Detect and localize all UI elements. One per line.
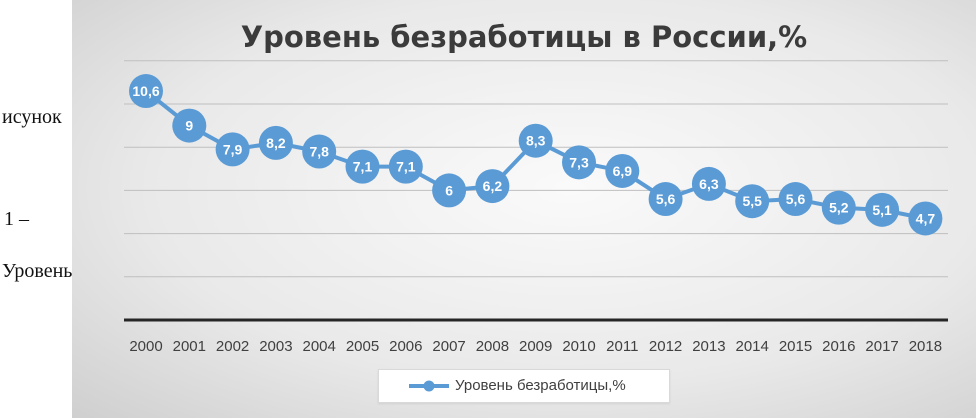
x-tick-label: 2015: [779, 338, 812, 355]
x-tick-label: 2002: [216, 338, 249, 355]
data-label: 7,1: [396, 159, 416, 175]
data-point: [172, 108, 207, 143]
x-tick-label: 2009: [519, 338, 552, 355]
data-label: 7,9: [223, 141, 243, 157]
data-label: 5,2: [829, 200, 849, 216]
x-tick-label: 2013: [692, 338, 725, 355]
chart-panel: Уровень безработицы в России,% 2000 2001 2…: [72, 0, 976, 418]
data-point: [821, 190, 856, 225]
data-point: [388, 149, 423, 184]
x-tick-label: 2012: [649, 338, 682, 355]
x-tick-label: 2016: [822, 338, 855, 355]
data-label: 6,9: [613, 163, 633, 179]
side-text-line-1: исунок: [2, 106, 62, 128]
data-label: 9: [185, 118, 193, 134]
legend-label: Уровень безработицы,%: [455, 377, 626, 394]
side-text-line-2: 1 –: [4, 208, 29, 230]
data-label: 5,6: [786, 191, 806, 207]
data-point: [129, 74, 163, 109]
data-label: 7,8: [309, 144, 329, 160]
chart-title: Уровень безработицы в России,%: [240, 20, 808, 54]
data-point: [432, 173, 467, 208]
data-point: [908, 201, 943, 236]
x-tick-label: 2004: [303, 338, 336, 355]
data-label: 5,1: [872, 202, 892, 218]
data-label: 5,6: [656, 191, 676, 207]
data-label: 6,3: [699, 176, 719, 192]
chart-plot: 2000 2001 2002 2003 2004 2005 2006 2007 2008 2009…: [124, 60, 948, 355]
data-label: 7,1: [353, 159, 373, 175]
data-point: [258, 125, 293, 160]
data-point: [865, 192, 900, 227]
x-tick-label: 2011: [606, 338, 638, 355]
data-point: [562, 145, 596, 180]
data-point: [302, 134, 337, 169]
data-label: 8,2: [266, 135, 286, 151]
data-label: 5,5: [742, 193, 762, 209]
data-point: [605, 153, 640, 188]
data-label: 8,3: [526, 133, 546, 149]
x-tick-label: 2005: [346, 338, 379, 355]
data-point: [648, 182, 683, 217]
x-tick-label: 2008: [476, 338, 509, 355]
x-tick-label: 2014: [736, 338, 769, 355]
legend-marker-icon: [409, 380, 449, 392]
data-point: [518, 123, 553, 158]
data-point: [215, 132, 250, 167]
x-tick-label: 2017: [865, 338, 898, 355]
data-label: 6: [445, 182, 453, 198]
data-label: 6,2: [483, 178, 503, 194]
x-tick-label: 2000: [129, 338, 162, 355]
data-label: 10,6: [132, 83, 159, 99]
x-tick-label: 2003: [259, 338, 292, 355]
x-tick-label: 2007: [432, 338, 465, 355]
x-tick-label: 2018: [909, 338, 942, 355]
data-point: [691, 166, 726, 201]
data-point: [778, 182, 813, 217]
x-tick-label: 2001: [173, 338, 206, 355]
legend: Уровень безработицы,%: [378, 369, 670, 403]
side-text-line-3: Уровень: [2, 260, 73, 282]
data-label: 4,7: [916, 210, 936, 226]
data-point: [345, 149, 380, 184]
x-tick-label: 2010: [562, 338, 595, 355]
side-text: исунок 1 – Уровень: [0, 0, 72, 418]
x-tick-label: 2006: [389, 338, 422, 355]
data-point: [735, 184, 770, 219]
data-point: [475, 169, 510, 204]
data-label: 7,3: [569, 154, 589, 170]
